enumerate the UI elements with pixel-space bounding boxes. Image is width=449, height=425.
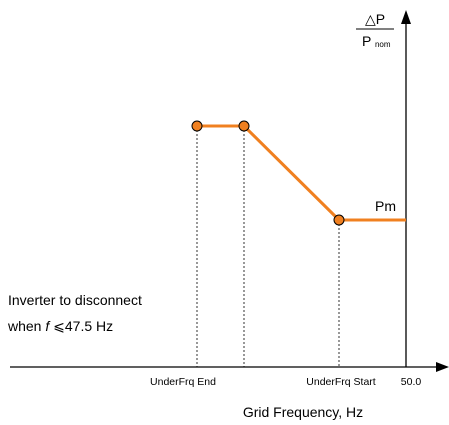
- y-axis-arrowhead: [401, 10, 411, 24]
- disconnect-note-condition: ⩽47.5 Hz: [53, 318, 113, 334]
- disconnect-note-line1: Inverter to disconnect: [8, 292, 142, 308]
- y-axis-label-denominator-main: P: [362, 33, 371, 49]
- curve-point-upper-left: [191, 120, 203, 132]
- x-tick-underfrq-start: UnderFrq Start: [306, 376, 376, 388]
- power-response-curve: [197, 124, 406, 222]
- disconnect-note-line2: when f ⩽47.5 Hz: [7, 318, 113, 334]
- curve-point-upper-right: [238, 120, 250, 132]
- pm-label: Pm: [375, 198, 396, 214]
- y-axis-label-numerator: △P: [365, 11, 385, 27]
- x-axis-label: Grid Frequency, Hz: [243, 404, 363, 420]
- x-tick-underfrq-end: UnderFrq End: [150, 376, 216, 388]
- x-tick-nominal-frequency: 50.0: [401, 376, 422, 388]
- x-axis-arrowhead: [436, 362, 449, 372]
- disconnect-note-variable: f: [45, 318, 51, 334]
- y-axis-label-denominator-sub: nom: [375, 40, 391, 49]
- y-axis-label-denominator: P nom: [362, 33, 391, 49]
- disconnect-note-prefix: when: [7, 318, 45, 334]
- curve-point-pm: [333, 214, 345, 226]
